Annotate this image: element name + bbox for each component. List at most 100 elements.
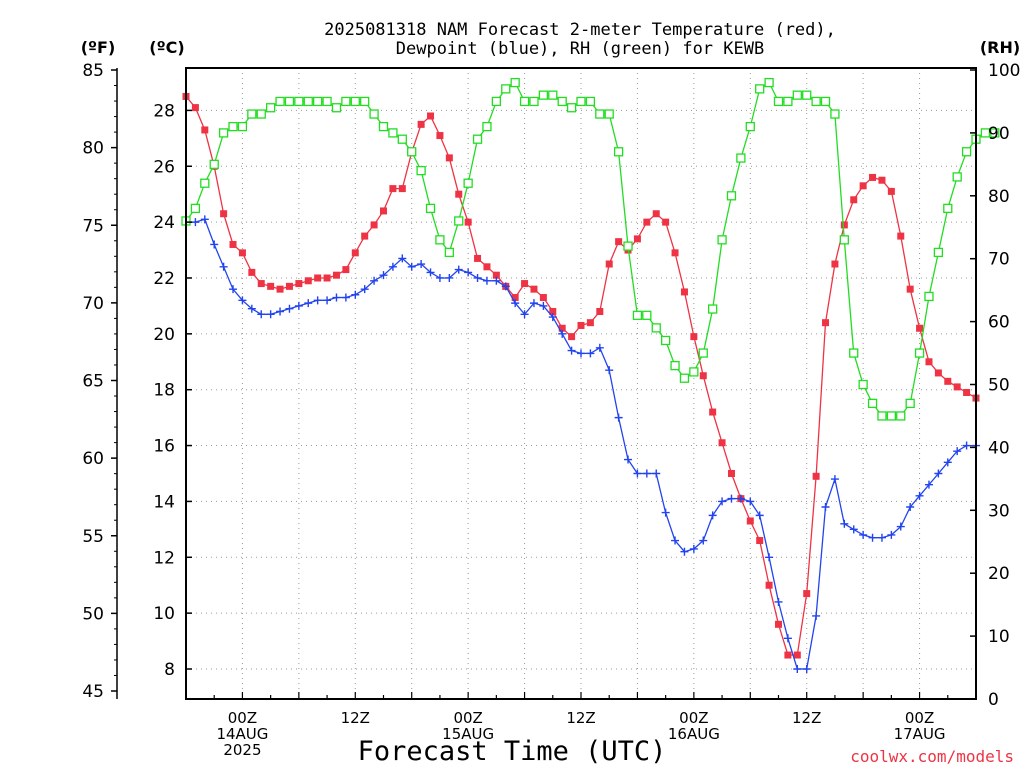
- celsius-tick-label: 8: [164, 660, 175, 680]
- temperature-point: [191, 104, 199, 112]
- temperature-point: [596, 307, 604, 315]
- temperature-point: [351, 249, 359, 257]
- temperature-point: [492, 271, 500, 279]
- rh-point: [642, 310, 652, 320]
- dewpoint-point: [896, 522, 905, 531]
- dewpoint-point: [821, 503, 830, 512]
- rh-point: [416, 165, 426, 176]
- dewpoint-point: [595, 343, 604, 352]
- celsius-unit-label: (ºC): [149, 38, 184, 57]
- temperature-point: [220, 210, 228, 218]
- temperature-point: [605, 260, 613, 268]
- temperature-point: [238, 249, 246, 257]
- dewpoint-point: [323, 296, 332, 305]
- rh-point: [670, 360, 680, 371]
- series-layer: [181, 77, 1000, 673]
- dewpoint-point: [840, 519, 849, 528]
- time-tick-label: 16AUG: [668, 725, 720, 743]
- dewpoint-point: [652, 469, 661, 478]
- celsius-tick-label: 24: [153, 213, 175, 233]
- rh-point: [613, 147, 624, 157]
- dewpoint-point: [445, 273, 454, 282]
- temperature-point: [511, 294, 519, 302]
- rh-point: [228, 121, 238, 132]
- rh-point: [708, 304, 718, 314]
- rh-point: [378, 121, 389, 132]
- rh-point: [331, 103, 342, 113]
- dewpoint-point: [567, 346, 576, 355]
- dewpoint-point: [266, 310, 275, 319]
- temperature-point: [483, 263, 491, 271]
- rh-point: [820, 96, 831, 107]
- rh-point: [623, 241, 633, 251]
- temperature-point: [417, 120, 425, 128]
- dewpoint-point: [624, 455, 633, 464]
- rh-point: [867, 398, 878, 409]
- dewpoint-point: [294, 301, 303, 310]
- temperature-point: [680, 288, 688, 296]
- dewpoint-point: [229, 285, 238, 294]
- temperature-point: [718, 439, 726, 447]
- dewpoint-point: [746, 497, 755, 506]
- dewpoint-point: [370, 276, 379, 285]
- temperature-point: [539, 294, 547, 302]
- dewpoint-point: [708, 511, 717, 520]
- temperature-point: [690, 333, 698, 341]
- temperature-point: [784, 651, 792, 659]
- dewpoint-point: [699, 536, 708, 545]
- rh-point: [294, 96, 304, 107]
- dewpoint-point: [454, 265, 463, 274]
- temperature-point: [304, 277, 312, 285]
- temperature-point: [577, 321, 585, 329]
- temperature-point: [652, 210, 660, 218]
- rh-point: [961, 147, 972, 157]
- dewpoint-point: [605, 366, 614, 375]
- rh-point: [350, 96, 360, 107]
- temperature-point: [699, 372, 707, 380]
- dewpoint-point: [633, 469, 642, 478]
- time-tick-label: 00Z: [905, 709, 934, 727]
- temperature-point: [248, 268, 256, 276]
- temperature-line: [185, 95, 977, 656]
- rh-point: [407, 147, 417, 157]
- chart-title-line-1: 2025081318 NAM Forecast 2-meter Temperat…: [324, 20, 836, 40]
- dewpoint-point: [765, 553, 774, 562]
- dewpoint-point: [924, 480, 933, 489]
- dewpoint-point: [943, 458, 952, 467]
- rh-unit-label: (RH): [980, 38, 1020, 57]
- dewpoint-point: [934, 469, 943, 478]
- temperature-point: [775, 620, 782, 628]
- dewpoint-point: [360, 285, 369, 294]
- celsius-tick-label: 18: [153, 381, 175, 401]
- rh-point: [783, 96, 793, 107]
- rh-point: [482, 121, 492, 132]
- rh-point: [576, 96, 586, 107]
- dewpoint-point: [417, 260, 426, 269]
- temperature-point: [822, 319, 830, 327]
- rh-point: [548, 90, 558, 100]
- rh-point: [275, 96, 285, 107]
- dewpoint-point: [953, 447, 962, 456]
- temperature-point: [746, 517, 754, 525]
- rh-point: [660, 335, 671, 346]
- fahrenheit-tick-label: 80: [82, 139, 104, 159]
- rh-point: [604, 109, 614, 119]
- dewpoint-point: [341, 293, 350, 302]
- rh-point: [190, 203, 201, 214]
- dewpoint-point: [868, 533, 877, 542]
- temperature-point: [229, 240, 237, 248]
- time-tick-label: 2025: [223, 741, 261, 759]
- celsius-tick-label: 16: [153, 437, 175, 457]
- dewpoint-point: [482, 276, 491, 285]
- dewpoint-point: [558, 329, 567, 338]
- temperature-point: [464, 218, 472, 226]
- rh-point: [303, 96, 313, 107]
- temperature-point: [389, 185, 397, 193]
- fahrenheit-tick-label: 65: [82, 372, 104, 392]
- temperature-point: [521, 280, 529, 288]
- rh-point: [256, 109, 266, 119]
- chart-title-line-2: Dewpoint (blue), RH (green) for KEWB: [396, 39, 764, 59]
